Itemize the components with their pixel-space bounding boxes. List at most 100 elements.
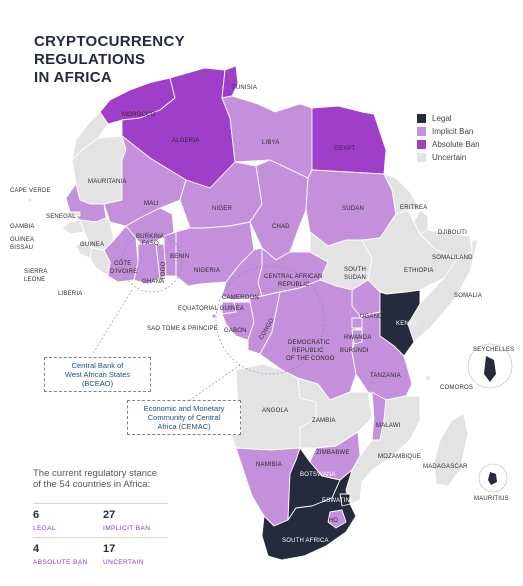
country-burkina-faso [125, 207, 175, 247]
label-chad: CHAD [272, 224, 290, 230]
label-car-1: CENTRAL AFRICAN [264, 274, 322, 280]
label-somaliland: SOMALILAND [432, 255, 473, 261]
label-zimbabwe: ZIMBABWE [316, 450, 350, 456]
country-stp [211, 313, 217, 319]
legend-label-absolute-ban: Absolute Ban [432, 140, 480, 149]
label-guinea-bissau-2: BISSAU [10, 245, 33, 251]
stat-implicit-ban-label: IMPLICIT BAN [103, 525, 151, 532]
label-cape-verde: CAPE VERDE [10, 188, 51, 194]
country-lesotho [327, 509, 347, 529]
label-rwanda: RWANDA [344, 335, 372, 341]
label-morocco: MOROCCO [122, 112, 156, 118]
label-sudan: SUDAN [342, 206, 364, 212]
label-cameroon: CAMEROON [222, 295, 259, 301]
stat-implicit-ban-value: 27 [103, 509, 116, 521]
label-mozambique: MOZAMBIQUE [378, 454, 421, 460]
label-egypt: EGYPT [334, 146, 355, 152]
label-seychelles: SEYCHELLES [473, 347, 514, 353]
stat-legal-label: LEGAL [33, 525, 56, 532]
cemac-connector [189, 364, 241, 401]
label-tanzania: TANZANIA [370, 373, 401, 379]
country-tunisia [221, 65, 239, 99]
label-gabon: GABON [224, 328, 247, 334]
label-madagascar: MADAGASCAR [423, 464, 468, 470]
country-comoros [425, 375, 431, 381]
stance-line-1: The current regulatory stance [33, 468, 158, 479]
stance-text: The current regulatory stance of the 54 … [33, 468, 183, 490]
country-madagascar [433, 413, 469, 487]
bceao-callout: Central Bank of West African States (BCE… [44, 357, 151, 392]
cemac-line-3: Africa (CEMAC) [157, 422, 211, 431]
legend-swatch-legal [417, 114, 426, 123]
label-benin: BENIN [170, 254, 189, 260]
label-guinea: GUINEA [80, 242, 104, 248]
label-niger: NIGER [212, 206, 232, 212]
stat-uncertain-label: UNCERTAIN [103, 559, 144, 566]
label-sierra-leone-1: SIERRA [24, 269, 48, 275]
title-line-1: CRYPTOCURRENCY REGULATIONS [34, 33, 185, 68]
bceao-line-2: West African States [64, 370, 131, 379]
country-mozambique [345, 395, 421, 505]
legend-item-absolute-ban: Absolute Ban [417, 138, 480, 151]
legend: Legal Implicit Ban Absolute Ban Uncertai… [417, 112, 480, 164]
country-benin [163, 231, 177, 277]
bceao-line-1: Central Bank of [71, 361, 124, 370]
map-title: CRYPTOCURRENCY REGULATIONS IN AFRICA [34, 33, 294, 87]
label-angola: ANGOLA [262, 408, 288, 414]
label-cote-1: CÔTE [114, 260, 131, 267]
stat-uncertain: 17 UNCERTAIN [103, 543, 163, 566]
label-sierra-leone-2: LEONE [24, 277, 45, 283]
stance-line-2: of the 54 countries in Africa: [33, 479, 151, 490]
bceao-region-outline [121, 231, 183, 293]
label-drc-1: DEMOCRATIC [288, 340, 330, 346]
label-zambia: ZAMBIA [312, 418, 336, 424]
cemac-region-outline [215, 265, 325, 375]
country-ghana [133, 243, 161, 285]
label-stp: SAO TOME & PRINCIPE [147, 326, 218, 332]
label-liberia: LIBERIA [58, 291, 82, 297]
label-south-africa: SOUTH AFRICA [282, 538, 329, 544]
country-guinea-bissau [61, 219, 85, 235]
legend-swatch-absolute-ban [417, 140, 426, 149]
stat-legal: 6 LEGAL [33, 509, 93, 532]
label-malawi: MALAWI [376, 423, 401, 429]
country-egypt [311, 105, 387, 175]
label-drc-3: OF THE CONGO [286, 356, 335, 362]
legend-swatch-uncertain [417, 153, 426, 162]
label-ethiopia: ETHIOPIA [404, 268, 434, 274]
label-cote-2: D'IVOIRE [110, 269, 137, 275]
label-djibouti: DJIBOUTI [438, 230, 467, 236]
title-line-2: IN AFRICA [34, 69, 112, 86]
label-eritrea: ERITREA [400, 205, 427, 211]
bceao-connector [91, 289, 133, 356]
label-algeria: ALGERIA [172, 138, 199, 144]
label-ghana: GHANA [142, 279, 164, 285]
country-gambia [65, 211, 81, 217]
label-somalia: SOMALIA [454, 293, 482, 299]
country-seychelles [484, 356, 496, 382]
label-comoros: COMOROS [440, 385, 473, 391]
label-nigeria: NIGERIA [194, 268, 220, 274]
label-namibia: NAMIBIA [256, 462, 282, 468]
stat-absolute-ban-label: ABSOLUTE BAN [33, 559, 88, 566]
label-togo: TOGO [161, 262, 167, 280]
legend-label-implicit-ban: Implicit Ban [432, 127, 474, 136]
label-mauritius: MAURITIUS [474, 496, 509, 502]
label-libya: LIBYA [262, 140, 280, 146]
stat-uncertain-value: 17 [103, 543, 116, 555]
stat-absolute-ban: 4 ABSOLUTE BAN [33, 543, 93, 566]
label-uganda: UGANDA [360, 314, 387, 320]
label-car-2: REPUBLIC [278, 282, 310, 288]
legend-label-legal: Legal [432, 114, 452, 123]
legend-item-legal: Legal [417, 112, 480, 125]
legend-item-uncertain: Uncertain [417, 151, 480, 164]
legend-label-uncertain: Uncertain [432, 153, 467, 162]
label-senegal: SENEGAL [46, 214, 76, 220]
country-cape-verde [27, 197, 33, 203]
country-drc [259, 279, 361, 401]
country-sierra-leone [75, 239, 93, 259]
label-drc-2: REPUBLIC [292, 348, 324, 354]
cemac-callout: Economic and Monetary Community of Centr… [127, 400, 241, 435]
label-south-sudan-2: SUDAN [344, 275, 366, 281]
